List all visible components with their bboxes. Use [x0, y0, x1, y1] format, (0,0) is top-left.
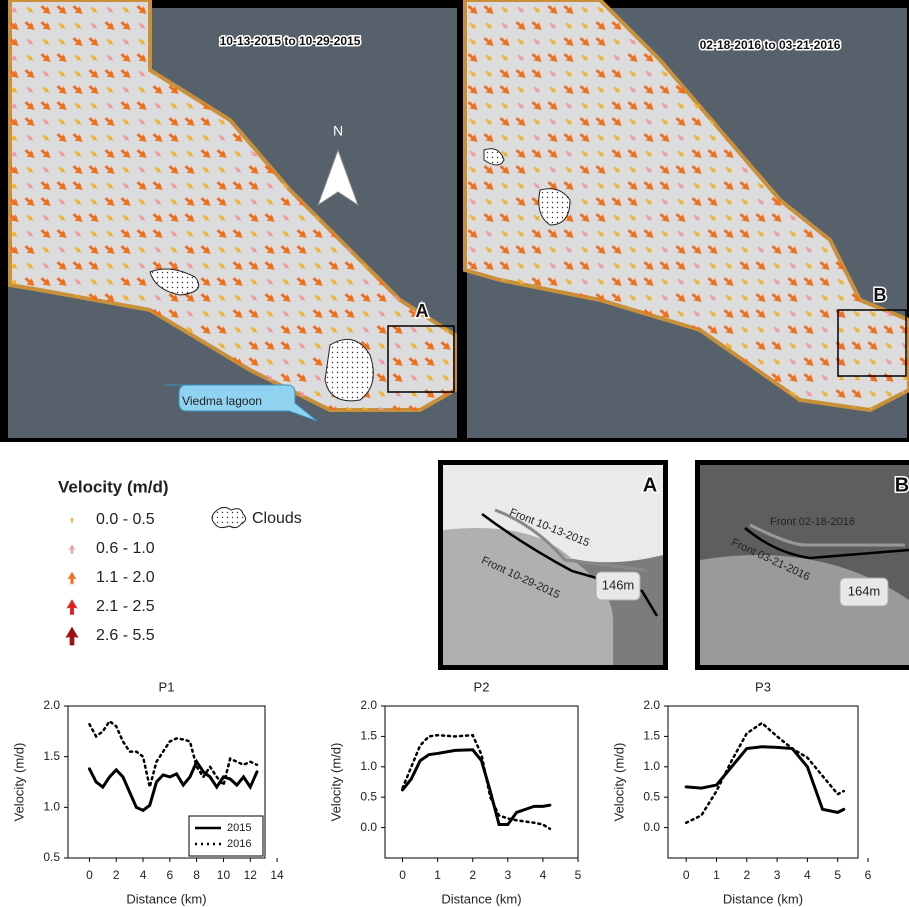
- y-tick-label: 0.5: [643, 789, 660, 803]
- x-tick-label: 5: [834, 868, 841, 882]
- plot-area: [668, 706, 858, 858]
- lagoon-label: Viedma lagoon: [182, 394, 262, 408]
- x-tick-label: 0: [86, 868, 93, 882]
- arrow-glyph: [65, 627, 78, 646]
- x-tick-label: 14: [270, 868, 284, 882]
- series-line: [403, 735, 550, 829]
- plot-area: [385, 706, 578, 858]
- x-tick-label: 5: [575, 868, 582, 882]
- velocity-legend: 0.0 - 0.5 0.6 - 1.0 1.1 - 2.0 2.1 - 2.5 2.6 …: [65, 511, 154, 645]
- arrow-glyph: [68, 572, 77, 584]
- y-axis-label: Velocity (m/d): [11, 743, 26, 822]
- y-axis-label: Velocity (m/d): [611, 743, 626, 822]
- x-tick-label: 12: [244, 868, 258, 882]
- x-tick-label: 1: [434, 868, 441, 882]
- arrow-glyph: [70, 517, 74, 523]
- y-tick-label: 1.0: [43, 800, 60, 814]
- north-label: N: [333, 123, 343, 139]
- box-label: A: [416, 301, 429, 321]
- y-tick-label: 1.0: [360, 759, 377, 773]
- x-tick-label: 2: [469, 868, 476, 882]
- x-tick-label: 2: [743, 868, 750, 882]
- y-tick-label: 1.5: [43, 749, 60, 763]
- x-tick-label: 10: [217, 868, 231, 882]
- series-line: [89, 762, 257, 811]
- x-tick-label: 8: [193, 868, 200, 882]
- y-tick-label: 0.5: [43, 850, 60, 864]
- legend-box: [189, 816, 263, 856]
- x-tick-label: 4: [804, 868, 811, 882]
- y-tick-label: 2.0: [360, 698, 377, 712]
- x-axis-label: Distance (km): [723, 891, 803, 906]
- y-tick-label: 2.0: [643, 698, 660, 712]
- y-axis-label: Velocity (m/d): [328, 743, 343, 822]
- arrow-glyph: [69, 544, 75, 553]
- x-tick-label: 1: [713, 868, 720, 882]
- chart-title: P2: [474, 679, 490, 694]
- x-tick-label: 4: [140, 868, 147, 882]
- y-tick-label: 0.5: [360, 789, 377, 803]
- legend-label: 2.6 - 5.5: [96, 627, 155, 644]
- x-tick-label: 2: [113, 868, 120, 882]
- series-line: [89, 721, 257, 787]
- y-tick-label: 0.0: [360, 820, 377, 834]
- legend-title: Velocity (m/d): [58, 477, 169, 496]
- inset-label: A: [643, 474, 657, 496]
- legend-label: 1.1 - 2.0: [96, 569, 155, 586]
- chart-title: P3: [755, 679, 771, 694]
- y-tick-label: 2.0: [43, 698, 60, 712]
- x-tick-label: 0: [683, 868, 690, 882]
- x-tick-label: 6: [167, 868, 174, 882]
- x-tick-label: 0: [399, 868, 406, 882]
- box-label: B: [874, 285, 887, 305]
- x-tick-label: 4: [540, 868, 547, 882]
- arrow-glyph: [67, 599, 78, 615]
- x-tick-label: 3: [774, 868, 781, 882]
- cloud-icon: [212, 507, 246, 527]
- figure: 10-13-2015 to 10-29-2015 02-18-2016 to 0…: [0, 0, 909, 907]
- distance-label: 164m: [848, 583, 881, 598]
- legend-label: 2015: [227, 822, 251, 834]
- legend-label: Clouds: [252, 510, 302, 527]
- y-tick-label: 0.0: [643, 820, 660, 834]
- y-tick-label: 1.5: [360, 729, 377, 743]
- y-tick-label: 1.5: [643, 729, 660, 743]
- map-title: 10-13-2015 to 10-29-2015: [220, 34, 361, 48]
- legend-label: 2016: [227, 838, 251, 850]
- x-axis-label: Distance (km): [441, 891, 521, 906]
- legend-label: 0.0 - 0.5: [96, 511, 155, 528]
- series-line: [403, 750, 550, 825]
- x-axis-label: Distance (km): [126, 891, 206, 906]
- cloud: [325, 339, 373, 400]
- legend-label: 2.1 - 2.5: [96, 598, 155, 615]
- x-tick-label: 3: [504, 868, 511, 882]
- front-label: Front 02-18-2016: [770, 516, 855, 528]
- inset-label: B: [895, 474, 909, 496]
- y-tick-label: 1.0: [643, 759, 660, 773]
- series-line: [686, 723, 844, 823]
- x-tick-label: 6: [865, 868, 872, 882]
- chart-title: P1: [159, 679, 175, 694]
- profiles: P1 Distance (km) Velocity (m/d) 0.5 1.0 1.5 2.…: [11, 679, 871, 906]
- legend-label: 0.6 - 1.0: [96, 540, 155, 557]
- distance-label: 146m: [602, 577, 635, 592]
- map-title: 02-18-2016 to 03-21-2016: [700, 38, 841, 52]
